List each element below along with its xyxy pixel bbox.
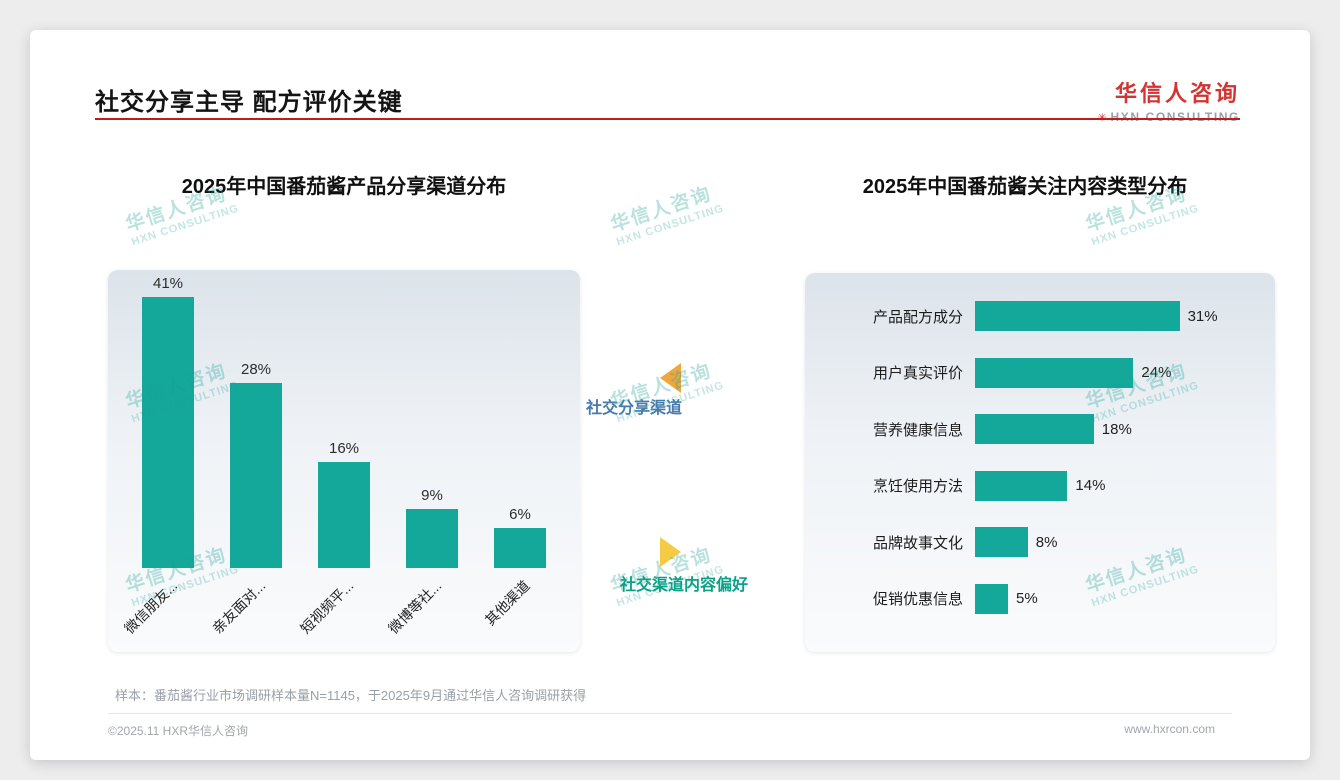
logo-en-text: HXN CONSULTING: [1110, 110, 1240, 124]
watermark-en-text: HXN CONSULTING: [130, 202, 241, 249]
copyright-text: ©2025.11 HXR华信人咨询: [108, 724, 248, 738]
bar: [975, 357, 1134, 388]
bar: [975, 301, 1180, 331]
bar-value-label: 41%: [152, 275, 184, 293]
website-url: www.hxrcon.com: [1124, 722, 1215, 736]
bar-row: 烹饪使用方法 14%: [805, 470, 1255, 501]
bar-value-label: 6%: [509, 506, 531, 524]
arrow-left-icon: [660, 363, 681, 393]
footer-divider: [108, 713, 1232, 714]
logo-cn-text: 华信人咨询: [1114, 81, 1240, 106]
bar-value-label: 28%: [240, 361, 272, 379]
logo-en-line: ✳HXN CONSULTING: [1098, 110, 1240, 124]
slide: 社交分享主导 配方评价关键 华信人咨询 ✳HXN CONSULTING 2025…: [30, 30, 1310, 760]
watermark-cn-text: 华信人咨询: [608, 183, 715, 237]
bar-group: 41% 微信朋友...: [122, 270, 212, 637]
watermark-en-text: HXN CONSULTING: [615, 202, 726, 249]
right-chart-title: 2025年中国番茄酱关注内容类型分布: [862, 176, 1188, 198]
page-title: 社交分享主导 配方评价关键: [95, 89, 403, 116]
bar-category-label: 微博等社...: [385, 577, 445, 637]
arrow-right-icon: [660, 537, 681, 567]
bar: [975, 583, 1008, 614]
bar-category-label: 促销优惠信息: [872, 591, 963, 609]
bar-category-label: 烹饪使用方法: [872, 478, 963, 496]
annotation-social-share-channel: 社交分享渠道: [586, 400, 683, 417]
header-divider: [95, 118, 1240, 120]
company-logo: 华信人咨询 ✳HXN CONSULTING: [1098, 76, 1240, 124]
bar-group: 28% 亲友面对...: [210, 270, 300, 637]
bar-category-label: 亲友面对...: [209, 577, 269, 637]
bar: [318, 462, 370, 568]
horizontal-bar-chart: 产品配方成分 31% 用户真实评价 24% 营养健康信息 18% 烹饪使用方法 14% 品牌故事…: [805, 301, 1255, 614]
bar-value-label: 31%: [1187, 307, 1218, 325]
bar: [975, 470, 1068, 501]
bar-category-label: 其他渠道: [481, 577, 533, 629]
right-chart-panel: 产品配方成分 31% 用户真实评价 24% 营养健康信息 18% 烹饪使用方法 14% 品牌故事…: [805, 273, 1275, 652]
bar-category-label: 短视频平...: [297, 577, 357, 637]
bar-value-label: 24%: [1141, 364, 1172, 382]
bar: [406, 508, 458, 568]
bar-row: 用户真实评价 24%: [805, 357, 1255, 388]
bar-row: 营养健康信息 18%: [805, 414, 1255, 445]
sample-note: 样本：番茄酱行业市场调研样本量N=1145，于2025年9月通过华信人咨询调研获…: [115, 688, 587, 703]
annotation-content-preference: 社交渠道内容偏好: [620, 577, 749, 594]
bar-group: 9% 微博等社...: [386, 270, 476, 637]
vertical-bar-chart: 41% 微信朋友... 28% 亲友面对... 16% 短视频平... 9% 微博等社... 6…: [122, 270, 564, 637]
bar-category-label: 用户真实评价: [872, 365, 963, 383]
bar-value-label: 16%: [328, 440, 360, 458]
bar: [230, 383, 282, 568]
bar-category-label: 营养健康信息: [872, 421, 963, 439]
bar-row: 产品配方成分 31%: [805, 301, 1255, 331]
bar: [494, 528, 546, 568]
bar-row: 品牌故事文化 8%: [805, 527, 1255, 558]
watermark-en-text: HXN CONSULTING: [1090, 202, 1201, 249]
bar-value-label: 5%: [1016, 590, 1038, 608]
bar: [142, 297, 194, 568]
bar-category-label: 微信朋友...: [121, 577, 181, 637]
bar-row: 促销优惠信息 5%: [805, 583, 1255, 614]
bar-group: 16% 短视频平...: [298, 270, 388, 637]
bar-group: 6% 其他渠道: [476, 270, 564, 628]
watermark: 华信人咨询 HXN CONSULTING: [607, 177, 726, 249]
bar: [975, 527, 1028, 558]
bar: [975, 414, 1094, 445]
bar-value-label: 14%: [1075, 477, 1106, 495]
left-chart-title: 2025年中国番茄酱产品分享渠道分布: [181, 176, 507, 198]
bar-category-label: 产品配方成分: [872, 308, 963, 326]
bar-value-label: 9%: [421, 486, 443, 504]
bar-value-label: 18%: [1101, 420, 1132, 438]
left-chart-panel: 41% 微信朋友... 28% 亲友面对... 16% 短视频平... 9% 微博等社... 6…: [108, 270, 580, 652]
bar-value-label: 8%: [1035, 533, 1058, 551]
bar-category-label: 品牌故事文化: [872, 534, 963, 552]
